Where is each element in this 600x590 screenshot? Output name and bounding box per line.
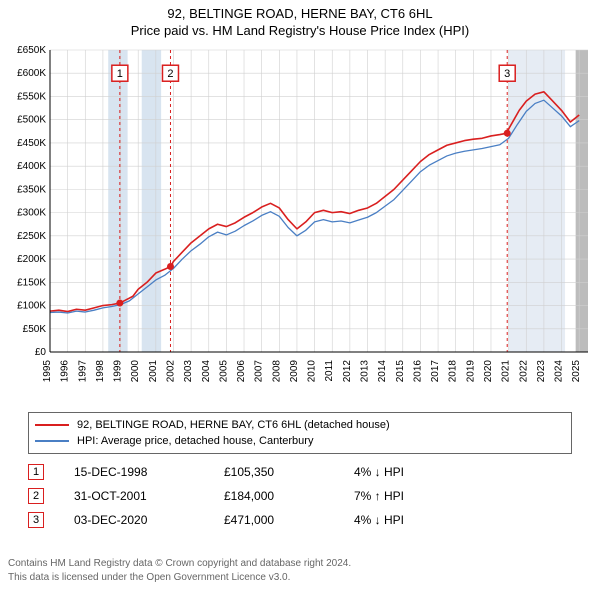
events-table: 115-DEC-1998£105,3504% ↓ HPI231-OCT-2001… xyxy=(28,460,572,532)
svg-text:2005: 2005 xyxy=(218,360,229,383)
svg-text:£600K: £600K xyxy=(17,68,46,79)
chart-svg: £0 £50K £100K £150K £200K £250K £300K £350K £400… xyxy=(0,42,600,402)
svg-text:£100K: £100K xyxy=(17,301,46,312)
svg-text:2014: 2014 xyxy=(377,360,388,383)
svg-text:2003: 2003 xyxy=(183,360,194,383)
event-price: £105,350 xyxy=(224,465,354,479)
svg-text:2008: 2008 xyxy=(271,360,282,383)
event-badge: 1 xyxy=(28,464,44,480)
svg-text:£350K: £350K xyxy=(17,184,46,195)
svg-text:£500K: £500K xyxy=(17,115,46,126)
svg-text:£650K: £650K xyxy=(17,45,46,56)
svg-text:2021: 2021 xyxy=(501,360,512,383)
svg-text:2007: 2007 xyxy=(254,360,265,383)
legend: 92, BELTINGE ROAD, HERNE BAY, CT6 6HL (d… xyxy=(28,412,572,454)
chart: £0 £50K £100K £150K £200K £250K £300K £350K £400… xyxy=(0,42,600,402)
svg-text:1998: 1998 xyxy=(95,360,106,383)
svg-text:2015: 2015 xyxy=(395,360,406,383)
svg-text:£150K: £150K xyxy=(17,277,46,288)
footer: Contains HM Land Registry data © Crown c… xyxy=(8,557,351,584)
event-badge: 3 xyxy=(28,512,44,528)
svg-text:£300K: £300K xyxy=(17,208,46,219)
chart-container: 92, BELTINGE ROAD, HERNE BAY, CT6 6HL Pr… xyxy=(0,0,600,590)
svg-text:2011: 2011 xyxy=(324,360,335,382)
svg-text:2009: 2009 xyxy=(289,360,300,383)
legend-swatch xyxy=(35,440,69,442)
svg-text:2022: 2022 xyxy=(518,360,529,383)
legend-label: HPI: Average price, detached house, Cant… xyxy=(77,435,313,447)
legend-swatch xyxy=(35,424,69,426)
legend-row: 92, BELTINGE ROAD, HERNE BAY, CT6 6HL (d… xyxy=(35,417,565,433)
event-row: 2 31-OCT-2001£184,0007% ↑ HPI xyxy=(28,484,572,508)
svg-text:£450K: £450K xyxy=(17,138,46,149)
event-date: 15-DEC-1998 xyxy=(74,465,224,479)
title-line-2: Price paid vs. HM Land Registry's House … xyxy=(0,23,600,38)
event-delta: 4% ↓ HPI xyxy=(354,465,474,479)
svg-text:£550K: £550K xyxy=(17,91,46,102)
svg-text:2010: 2010 xyxy=(307,360,318,383)
svg-text:2006: 2006 xyxy=(236,360,247,383)
svg-text:2017: 2017 xyxy=(430,360,441,383)
svg-text:1996: 1996 xyxy=(60,360,71,383)
svg-text:£400K: £400K xyxy=(17,161,46,172)
event-row: 1 15-DEC-1998£105,3504% ↓ HPI xyxy=(28,460,572,484)
legend-label: 92, BELTINGE ROAD, HERNE BAY, CT6 6HL (d… xyxy=(77,419,390,431)
title-line-1: 92, BELTINGE ROAD, HERNE BAY, CT6 6HL xyxy=(0,6,600,21)
svg-text:£250K: £250K xyxy=(17,231,46,242)
event-date: 03-DEC-2020 xyxy=(74,513,224,527)
svg-text:2001: 2001 xyxy=(148,360,159,383)
svg-text:2013: 2013 xyxy=(360,360,371,383)
event-row: 3 03-DEC-2020£471,0004% ↓ HPI xyxy=(28,508,572,532)
svg-text:2016: 2016 xyxy=(412,360,423,383)
event-delta: 4% ↓ HPI xyxy=(354,513,474,527)
event-price: £184,000 xyxy=(224,489,354,503)
event-date: 31-OCT-2001 xyxy=(74,489,224,503)
footer-line-1: Contains HM Land Registry data © Crown c… xyxy=(8,557,351,571)
event-badge: 2 xyxy=(28,488,44,504)
svg-text:3: 3 xyxy=(504,68,510,80)
legend-row: HPI: Average price, detached house, Cant… xyxy=(35,433,565,449)
svg-text:2012: 2012 xyxy=(342,360,353,383)
svg-text:2002: 2002 xyxy=(165,360,176,383)
svg-text:2024: 2024 xyxy=(554,360,565,383)
titles: 92, BELTINGE ROAD, HERNE BAY, CT6 6HL Pr… xyxy=(0,0,600,38)
svg-text:£50K: £50K xyxy=(23,324,47,335)
svg-text:2023: 2023 xyxy=(536,360,547,383)
svg-text:1997: 1997 xyxy=(77,360,88,383)
event-price: £471,000 xyxy=(224,513,354,527)
svg-text:2020: 2020 xyxy=(483,360,494,383)
footer-line-2: This data is licensed under the Open Gov… xyxy=(8,571,351,585)
svg-text:1995: 1995 xyxy=(42,360,53,383)
svg-text:2019: 2019 xyxy=(465,360,476,383)
svg-text:2025: 2025 xyxy=(571,360,582,383)
svg-text:2018: 2018 xyxy=(448,360,459,383)
event-delta: 7% ↑ HPI xyxy=(354,489,474,503)
svg-text:1999: 1999 xyxy=(113,360,124,383)
svg-text:£200K: £200K xyxy=(17,254,46,265)
svg-text:2: 2 xyxy=(167,68,173,80)
svg-text:2000: 2000 xyxy=(130,360,141,383)
svg-text:1: 1 xyxy=(117,68,123,80)
svg-text:£0: £0 xyxy=(35,347,47,358)
svg-text:2004: 2004 xyxy=(201,360,212,383)
